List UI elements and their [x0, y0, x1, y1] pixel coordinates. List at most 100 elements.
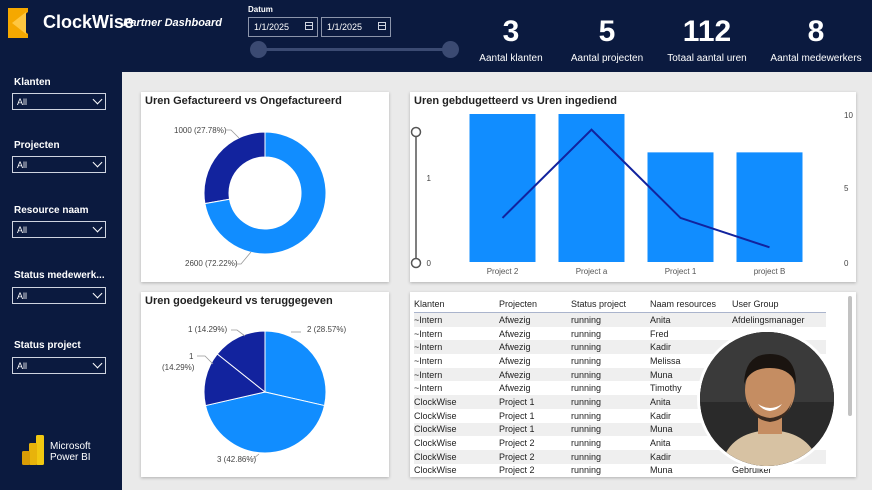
date-slider-track[interactable] — [258, 48, 450, 51]
filter-klanten-select[interactable]: All — [12, 93, 106, 110]
column-header[interactable]: Naam resources — [650, 299, 717, 309]
y-right-tick-label: 5 — [844, 184, 849, 193]
zoom-handle-top[interactable] — [410, 126, 422, 138]
kpi-value: 8 — [807, 15, 825, 48]
table-cell: running — [571, 438, 602, 449]
table-row[interactable]: ~Intern Afwezig running Timothy — [414, 381, 826, 395]
date-slider-end-handle[interactable] — [442, 41, 459, 58]
kpi-value: 5 — [598, 15, 616, 48]
filter-value: All — [17, 97, 28, 107]
table-cell: Muna — [650, 465, 673, 476]
calendar-icon[interactable] — [305, 22, 313, 30]
kpi-label: Aantal projecten — [570, 53, 644, 64]
y-right-tick-label: 10 — [844, 111, 853, 120]
table-cell: Project 1 — [499, 410, 535, 421]
table-row[interactable]: ~Intern Afwezig running Anita Afdelingsmanag… — [414, 313, 826, 327]
bar[interactable] — [736, 152, 803, 262]
bar[interactable] — [558, 114, 625, 262]
donut-slice[interactable] — [203, 131, 266, 205]
table-cell: running — [571, 314, 602, 325]
filter-projecten-select[interactable]: All — [12, 156, 106, 173]
table-cell: ~Intern — [414, 328, 443, 339]
pie-slice[interactable] — [216, 330, 266, 394]
bar[interactable] — [647, 152, 714, 262]
date-from-input[interactable]: 1/1/2025 — [248, 17, 318, 37]
date-slider-start-handle[interactable] — [250, 41, 267, 58]
line-series[interactable] — [501, 128, 770, 249]
pie-chart-card[interactable]: Uren goedgekeurd vs teruggegeven 2 (28.5… — [141, 292, 389, 477]
table-cell: ~Intern — [414, 383, 443, 394]
power-bi-line1: Microsoft — [50, 441, 91, 452]
table-cell: Afwezig — [499, 342, 531, 353]
donut-chart[interactable]: 1000 (27.78%) 2600 (72.22%) — [141, 92, 389, 282]
table-cell: Anita — [650, 396, 671, 407]
calendar-icon[interactable] — [378, 22, 386, 30]
table-cell: ClockWise — [414, 451, 457, 462]
power-bi-logo-icon — [22, 435, 44, 465]
table-cell: Melissa — [650, 355, 681, 366]
filter-value: All — [17, 160, 28, 170]
zoom-handle-bottom[interactable] — [410, 257, 422, 269]
pie-slice[interactable] — [264, 330, 327, 407]
table-cell: ~Intern — [414, 342, 443, 353]
date-to-input[interactable]: 1/1/2025 — [321, 17, 391, 37]
donut-slice[interactable] — [204, 131, 327, 255]
table-cell: running — [571, 342, 602, 353]
leader-line — [197, 355, 214, 365]
table-cell: Muna — [650, 369, 673, 380]
pie-chart[interactable]: 2 (28.57%) 3 (42.86%) 1 (14.29%) 1 (14.29%) — [141, 292, 389, 477]
column-header[interactable]: Status project — [571, 299, 627, 309]
x-tick-label: Project 2 — [487, 267, 519, 276]
filter-status-medewerker-select[interactable]: All — [12, 287, 106, 304]
table-row[interactable]: ClockWise Project 2 running Anita — [414, 436, 826, 450]
table-cell: Project 2 — [499, 465, 535, 476]
chevron-down-icon — [92, 94, 103, 105]
table-cell: ~Intern — [414, 314, 443, 325]
table-cell: Kadir — [650, 451, 672, 462]
filter-label: Klanten — [14, 77, 51, 88]
power-bi-line2: Power BI — [50, 452, 91, 463]
power-bi-text: Microsoft Power BI — [50, 441, 91, 463]
x-tick-label: Project 1 — [665, 267, 697, 276]
donut-chart-card[interactable]: Uren Gefactureerd vs Ongefactureerd 1000… — [141, 92, 389, 282]
table-cell: Afdelingsmanager — [732, 314, 805, 325]
table-cell: Kadir — [650, 342, 672, 353]
table-row[interactable]: ClockWise Project 2 running Muna Gebruiker — [414, 464, 826, 477]
table-cell: running — [571, 396, 602, 407]
leader-line — [225, 129, 240, 139]
column-header[interactable]: User Group — [732, 299, 779, 309]
kpi-value: 112 — [682, 15, 732, 48]
pie-slice[interactable] — [204, 391, 326, 454]
presenter-webcam-avatar — [697, 329, 837, 469]
date-from-value: 1/1/2025 — [254, 22, 290, 32]
table-cell: Afwezig — [499, 369, 531, 380]
person-icon — [700, 332, 834, 466]
table-cell: ClockWise — [414, 438, 457, 449]
resources-table[interactable]: Klanten Projecten Status project Naam resou… — [414, 296, 826, 477]
table-cell: Fred — [650, 328, 669, 339]
table-cell: running — [571, 369, 602, 380]
table-cell: Muna — [650, 424, 673, 435]
kpi-card: 8 Aantal medewerkers — [761, 14, 871, 64]
table-cell: Afwezig — [499, 314, 531, 325]
pie-data-label: (14.29%) — [162, 363, 195, 372]
clockwise-logo-icon — [8, 8, 28, 38]
table-cell: ClockWise — [414, 465, 457, 476]
chevron-down-icon — [92, 288, 103, 299]
filter-status-project-select[interactable]: All — [12, 357, 106, 374]
column-header[interactable]: Projecten — [499, 299, 538, 309]
bar[interactable] — [469, 114, 536, 262]
table-row[interactable]: ~Intern Afwezig running Fred — [414, 327, 826, 341]
pie-data-label: 1 — [189, 352, 194, 361]
table-scrollbar[interactable] — [848, 296, 852, 416]
filter-resource-select[interactable]: All — [12, 221, 106, 238]
pie-slice[interactable] — [203, 353, 267, 407]
table-cell: Anita — [650, 438, 671, 449]
column-header[interactable]: Klanten — [414, 299, 445, 309]
pie-data-label: 1 (14.29%) — [188, 325, 227, 334]
table-row[interactable]: ~Intern Afwezig running Melissa — [414, 354, 826, 368]
table-row[interactable]: ClockWise Project 1 running Kadir — [414, 409, 826, 423]
chart-title: Uren gebdugetteerd vs Uren ingediend — [414, 95, 617, 107]
